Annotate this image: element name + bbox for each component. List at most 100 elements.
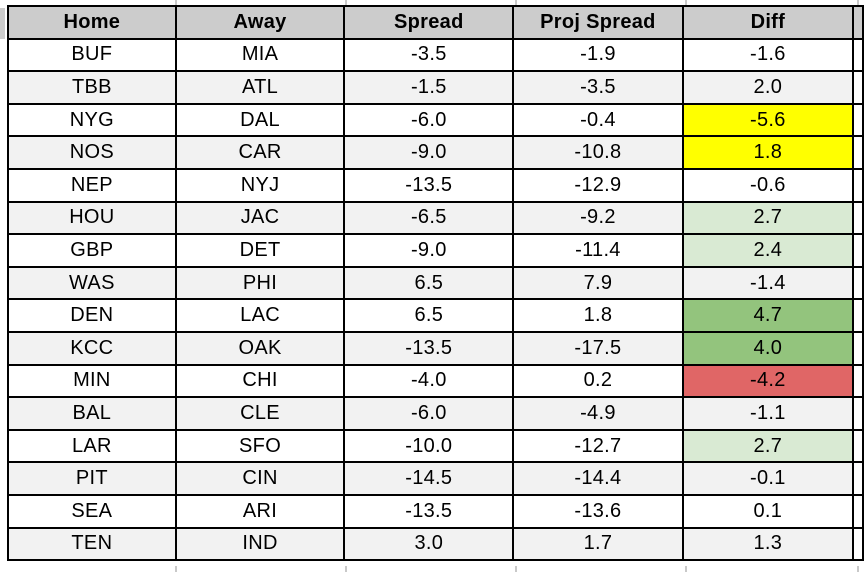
cell-away[interactable]: CHI	[174, 363, 346, 399]
cell-diff[interactable]: -1.6	[681, 37, 855, 73]
cell-diff[interactable]: 0.1	[681, 493, 855, 529]
table-row: WAS PHI 6.5 7.9 -1.4	[7, 265, 864, 301]
cell-away[interactable]: ARI	[174, 493, 346, 529]
cell-home[interactable]: HOU	[7, 200, 177, 236]
cell-proj-spread[interactable]: -9.2	[512, 200, 684, 236]
cell-away[interactable]: SFO	[174, 428, 346, 464]
cell-home[interactable]: MIN	[7, 363, 177, 399]
cell-spread[interactable]: -10.0	[343, 428, 515, 464]
cell-diff[interactable]: -4.2	[681, 363, 855, 399]
cell-away[interactable]: IND	[174, 526, 346, 562]
cell-spread[interactable]: -9.0	[343, 135, 515, 170]
cell-proj-spread[interactable]: -12.9	[512, 167, 684, 203]
cell-home[interactable]: TBB	[7, 70, 177, 105]
cell-away[interactable]: DAL	[174, 102, 346, 138]
cell-away[interactable]: CAR	[174, 135, 346, 170]
cell-away[interactable]: MIA	[174, 37, 346, 73]
cell-spread[interactable]: -13.5	[343, 493, 515, 529]
cell-home[interactable]: PIT	[7, 461, 177, 496]
cell-proj-spread[interactable]: 7.9	[512, 265, 684, 301]
cell-diff[interactable]: -0.1	[681, 461, 855, 496]
header-proj-spread[interactable]: Proj Spread	[512, 5, 684, 40]
table-row: PIT CIN -14.5 -14.4 -0.1	[7, 461, 864, 496]
table-row: DEN LAC 6.5 1.8 4.7	[7, 298, 864, 333]
cell-diff[interactable]: 2.7	[681, 428, 855, 464]
cell-away[interactable]: PHI	[174, 265, 346, 301]
header-spread[interactable]: Spread	[343, 5, 515, 40]
cell-home[interactable]: BAL	[7, 396, 177, 431]
cell-diff[interactable]: -1.1	[681, 396, 855, 431]
cell-proj-spread[interactable]: -0.4	[512, 102, 684, 138]
cell-home[interactable]: BUF	[7, 37, 177, 73]
cell-home[interactable]: WAS	[7, 265, 177, 301]
adjacent-column-sliver	[852, 493, 864, 529]
cell-away[interactable]: NYJ	[174, 167, 346, 203]
adjacent-column-sliver	[852, 233, 864, 268]
cell-proj-spread[interactable]: 0.2	[512, 363, 684, 399]
cell-diff[interactable]: 2.0	[681, 70, 855, 105]
header-home[interactable]: Home	[7, 5, 177, 40]
cell-spread[interactable]: -6.0	[343, 102, 515, 138]
cell-proj-spread[interactable]: -3.5	[512, 70, 684, 105]
cell-proj-spread[interactable]: -14.4	[512, 461, 684, 496]
cell-diff[interactable]: -1.4	[681, 265, 855, 301]
cell-spread[interactable]: -4.0	[343, 363, 515, 399]
cell-spread[interactable]: -14.5	[343, 461, 515, 496]
adjacent-header-sliver	[0, 8, 5, 39]
cell-home[interactable]: NOS	[7, 135, 177, 170]
cell-home[interactable]: KCC	[7, 330, 177, 366]
cell-spread[interactable]: 3.0	[343, 526, 515, 562]
cell-proj-spread[interactable]: -11.4	[512, 233, 684, 268]
cell-proj-spread[interactable]: 1.8	[512, 298, 684, 333]
cell-away[interactable]: CIN	[174, 461, 346, 496]
cell-diff[interactable]: 1.3	[681, 526, 855, 562]
cell-spread[interactable]: 6.5	[343, 265, 515, 301]
gridline-stub	[857, 566, 859, 572]
table-row: BUF MIA -3.5 -1.9 -1.6	[7, 37, 864, 73]
cell-home[interactable]: NYG	[7, 102, 177, 138]
cell-proj-spread[interactable]: -17.5	[512, 330, 684, 366]
cell-spread[interactable]: -1.5	[343, 70, 515, 105]
cell-proj-spread[interactable]: -13.6	[512, 493, 684, 529]
cell-proj-spread[interactable]: -1.9	[512, 37, 684, 73]
cell-home[interactable]: NEP	[7, 167, 177, 203]
cell-away[interactable]: DET	[174, 233, 346, 268]
cell-diff[interactable]: 1.8	[681, 135, 855, 170]
cell-spread[interactable]: -6.0	[343, 396, 515, 431]
cell-diff[interactable]: 2.7	[681, 200, 855, 236]
adjacent-column-sliver	[852, 70, 864, 105]
adjacent-column-sliver	[852, 363, 864, 399]
cell-home[interactable]: DEN	[7, 298, 177, 333]
cell-away[interactable]: LAC	[174, 298, 346, 333]
cell-home[interactable]: TEN	[7, 526, 177, 562]
cell-spread[interactable]: -9.0	[343, 233, 515, 268]
adjacent-column-sliver	[852, 265, 864, 301]
cell-diff[interactable]: 4.0	[681, 330, 855, 366]
cell-diff[interactable]: 2.4	[681, 233, 855, 268]
cell-home[interactable]: GBP	[7, 233, 177, 268]
cell-proj-spread[interactable]: -4.9	[512, 396, 684, 431]
cell-spread[interactable]: -3.5	[343, 37, 515, 73]
cell-home[interactable]: LAR	[7, 428, 177, 464]
cell-spread[interactable]: -6.5	[343, 200, 515, 236]
cell-spread[interactable]: 6.5	[343, 298, 515, 333]
cell-diff[interactable]: -5.6	[681, 102, 855, 138]
cell-diff[interactable]: 4.7	[681, 298, 855, 333]
table-row: NYG DAL -6.0 -0.4 -5.6	[7, 102, 864, 138]
header-away[interactable]: Away	[174, 5, 346, 40]
cell-away[interactable]: OAK	[174, 330, 346, 366]
cell-proj-spread[interactable]: 1.7	[512, 526, 684, 562]
header-diff[interactable]: Diff	[681, 5, 855, 40]
cell-proj-spread[interactable]: -12.7	[512, 428, 684, 464]
cell-home[interactable]: SEA	[7, 493, 177, 529]
cell-away[interactable]: JAC	[174, 200, 346, 236]
cell-spread[interactable]: -13.5	[343, 330, 515, 366]
cell-away[interactable]: ATL	[174, 70, 346, 105]
cell-away[interactable]: CLE	[174, 396, 346, 431]
cell-diff[interactable]: -0.6	[681, 167, 855, 203]
cell-proj-spread[interactable]: -10.8	[512, 135, 684, 170]
cell-spread[interactable]: -13.5	[343, 167, 515, 203]
table-row: NEP NYJ -13.5 -12.9 -0.6	[7, 167, 864, 203]
table-row: LAR SFO -10.0 -12.7 2.7	[7, 428, 864, 464]
